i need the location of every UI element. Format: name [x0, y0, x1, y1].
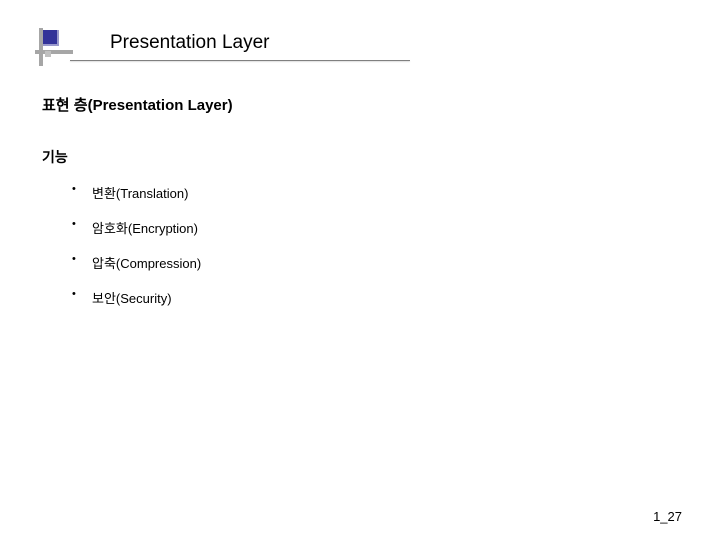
list-item: 변환(Translation): [92, 183, 680, 202]
slide-decoration-icon: [35, 28, 75, 60]
title-area: Presentation Layer: [40, 28, 680, 66]
bullet-list: 변환(Translation) 암호화(Encryption) 압축(Compr…: [40, 183, 680, 307]
slide-container: Presentation Layer 표현 층(Presentation Lay…: [0, 0, 720, 540]
list-item: 암호화(Encryption): [92, 218, 680, 237]
title-underline: [70, 60, 410, 61]
list-item: 압축(Compression): [92, 253, 680, 272]
slide-subtitle: 표현 층(Presentation Layer): [42, 94, 680, 115]
list-item: 보안(Security): [92, 288, 680, 307]
slide-title: Presentation Layer: [110, 32, 270, 54]
page-number: 1_27: [653, 509, 682, 524]
section-label: 기능: [42, 147, 680, 167]
content-area: 표현 층(Presentation Layer) 기능 변환(Translati…: [40, 94, 680, 307]
